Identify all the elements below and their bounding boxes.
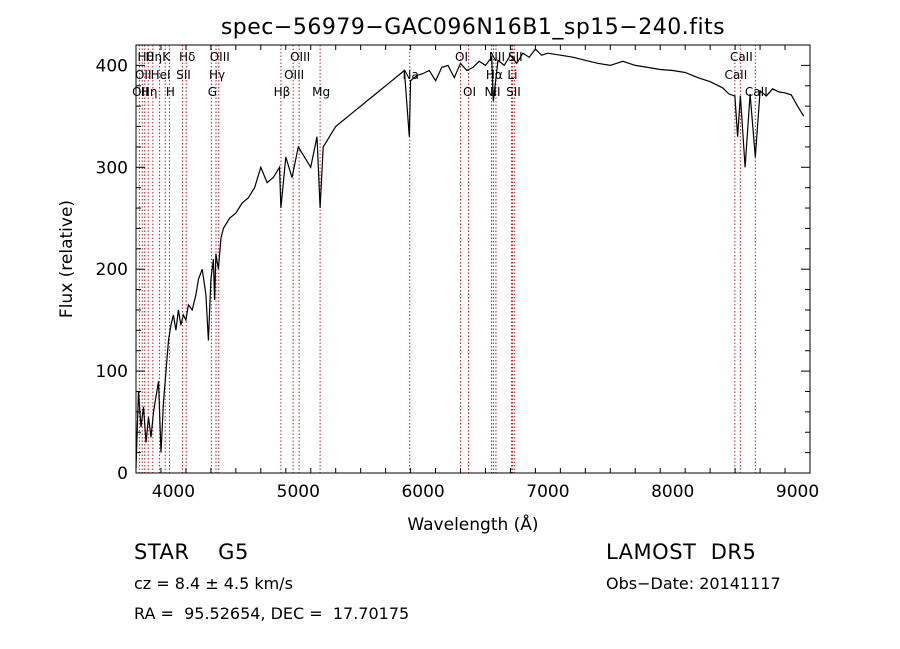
spectrum-line xyxy=(135,48,805,468)
y-tick-label: 0 xyxy=(117,464,128,484)
line-label: NII xyxy=(484,85,500,99)
axes-frame xyxy=(135,44,811,474)
x-tick-label: 7000 xyxy=(526,482,569,502)
object-class: STAR G5 xyxy=(134,540,249,564)
y-tick-label: 200 xyxy=(96,260,128,280)
line-label: Hγ xyxy=(209,68,225,82)
line-label: OIII xyxy=(284,68,304,82)
line-label: CaII xyxy=(730,50,753,64)
chart-title: spec−56979−GAC096N16B1_sp15−240.fits xyxy=(221,15,725,40)
line-label: Hη xyxy=(141,85,158,99)
redshift-cz: cz = 8.4 ± 4.5 km/s xyxy=(134,574,293,593)
line-label: SII xyxy=(176,68,191,82)
line-label: Hβ xyxy=(274,85,291,99)
line-label: Hη xyxy=(146,50,163,64)
y-tick-label: 300 xyxy=(96,158,128,178)
line-label: Hδ xyxy=(179,50,195,64)
line-label: K xyxy=(162,50,171,64)
line-label: CaII xyxy=(745,85,768,99)
line-label: SII xyxy=(506,85,521,99)
survey-name: LAMOST DR5 xyxy=(606,540,757,564)
x-tick-label: 5000 xyxy=(277,482,320,502)
line-label: Mg xyxy=(312,85,330,99)
spectrum-chart: OIIOIIHθHηHηHeIKHSIIHδGHγOIIIHβOIIIOIIIM… xyxy=(57,15,819,535)
ra-dec: RA = 95.52654, DEC = 17.70175 xyxy=(134,604,410,623)
x-axis-label: Wavelength (Å) xyxy=(407,513,538,535)
x-tick-label: 8000 xyxy=(651,482,694,502)
y-tick-label: 100 xyxy=(96,362,128,382)
line-label: OI xyxy=(455,50,468,64)
line-label: Hα xyxy=(486,68,503,82)
line-label: Hθ xyxy=(138,50,154,64)
line-label: H xyxy=(166,85,175,99)
line-label: CaII xyxy=(724,68,747,82)
x-tick-label: 9000 xyxy=(776,482,819,502)
line-label: HeI xyxy=(151,68,171,82)
y-tick-label: 400 xyxy=(96,56,128,76)
obs-date: Obs−Date: 20141117 xyxy=(606,574,781,593)
y-axis-label: Flux (relative) xyxy=(57,200,77,318)
x-tick-label: 4000 xyxy=(152,482,195,502)
line-label: Na xyxy=(403,68,419,82)
line-label: NII xyxy=(489,50,505,64)
line-label: SII xyxy=(508,50,523,64)
line-label: G xyxy=(208,85,217,99)
x-tick-label: 6000 xyxy=(401,482,444,502)
line-label: OIII xyxy=(290,50,310,64)
line-label: OIII xyxy=(210,50,230,64)
line-label: OII xyxy=(135,68,152,82)
line-label: Li xyxy=(507,68,517,82)
line-label: OI xyxy=(463,85,476,99)
